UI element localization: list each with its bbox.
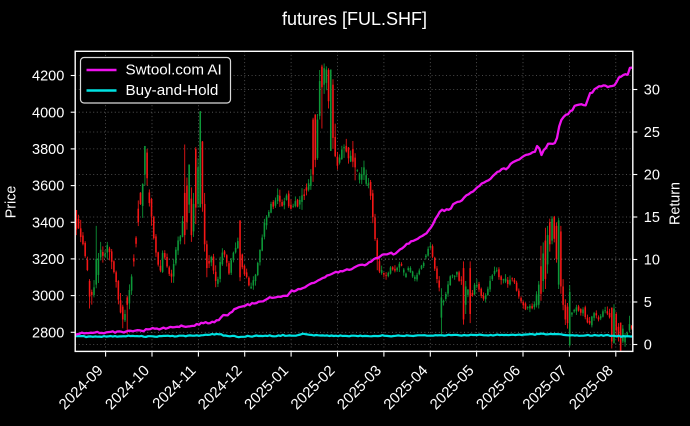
svg-text:3200: 3200: [32, 252, 64, 268]
svg-text:Price: Price: [4, 186, 20, 219]
svg-text:15: 15: [644, 210, 660, 226]
svg-text:Return: Return: [668, 182, 684, 225]
svg-text:10: 10: [644, 253, 660, 269]
svg-text:3000: 3000: [32, 289, 64, 305]
svg-text:3800: 3800: [32, 142, 64, 158]
svg-text:4000: 4000: [32, 105, 64, 121]
svg-text:5: 5: [644, 295, 652, 311]
svg-text:20: 20: [644, 168, 660, 184]
svg-text:Swtool.com AI: Swtool.com AI: [126, 62, 222, 79]
svg-text:25: 25: [644, 125, 660, 141]
svg-text:2800: 2800: [32, 325, 64, 341]
svg-text:Buy-and-Hold: Buy-and-Hold: [126, 82, 219, 99]
svg-text:0: 0: [644, 338, 652, 354]
svg-text:3600: 3600: [32, 179, 64, 195]
svg-text:4200: 4200: [32, 69, 64, 85]
svg-text:futures [FUL.SHF]: futures [FUL.SHF]: [282, 9, 427, 29]
svg-text:30: 30: [644, 83, 660, 99]
svg-text:3400: 3400: [32, 215, 64, 231]
